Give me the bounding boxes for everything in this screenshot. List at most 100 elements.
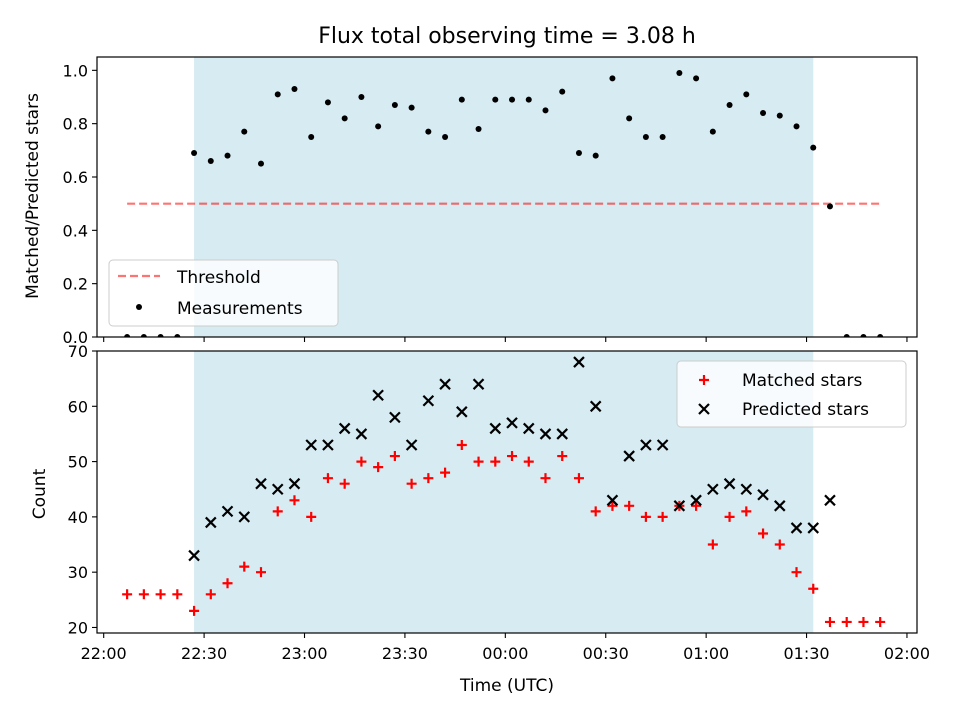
- matched-star-point: [272, 506, 283, 517]
- predicted-star-point: [673, 500, 686, 512]
- matched-star-point: [155, 589, 166, 600]
- predicted-star-point: [606, 494, 619, 507]
- matched-star-point: [172, 589, 183, 600]
- predicted-star-point: [338, 422, 351, 435]
- x-tick-label: 01:30: [783, 644, 829, 663]
- x-tick-label: 22:30: [181, 644, 227, 663]
- measurement-point: [391, 102, 398, 108]
- predicted-star-point: [690, 494, 702, 507]
- measurement-point: [642, 134, 649, 140]
- measurement-point: [291, 86, 298, 92]
- legend-predicted-swatch: [698, 403, 710, 415]
- predicted-star-point: [539, 428, 552, 440]
- measurement-point: [843, 334, 850, 337]
- matched-star-point: [841, 616, 852, 627]
- matched-star-point: [456, 440, 467, 450]
- measurement-point: [693, 75, 700, 82]
- measurement-point: [659, 134, 666, 140]
- predicted-star-point: [422, 394, 435, 407]
- matched-star-point: [640, 511, 651, 522]
- y-tick-label: 30: [68, 563, 88, 582]
- matched-star-point: [306, 511, 317, 522]
- legend-predicted-label: Predicted stars: [742, 400, 869, 420]
- matched-star-point: [557, 451, 568, 462]
- legend-measurement-swatch: [136, 304, 142, 310]
- bottom-y-axis-label: Count: [30, 468, 50, 519]
- predicted-star-point: [640, 439, 652, 451]
- y-tick-label: 40: [68, 508, 88, 527]
- measurement-point: [241, 128, 248, 135]
- bottom-panel: 20 30 40 50 60 70 22:00 22:30 23:00 23:30 00:00 00:…: [68, 342, 930, 663]
- matched-star-point: [122, 589, 133, 600]
- matched-star-point: [423, 473, 434, 484]
- predicted-star-point: [790, 522, 803, 534]
- predicted-star-point: [506, 417, 518, 429]
- legend-bottom: Matched stars Predicted stars: [676, 360, 907, 428]
- predicted-star-point: [188, 549, 200, 562]
- x-axis-label: Time (UTC): [459, 676, 554, 696]
- legend-matched-label: Matched stars: [742, 371, 862, 391]
- matched-star-point: [356, 456, 367, 467]
- predicted-star-point: [757, 488, 769, 501]
- predicted-star-point: [707, 483, 719, 496]
- matched-star-point: [808, 583, 819, 594]
- matched-star-point: [824, 616, 835, 627]
- matched-star-point: [573, 473, 584, 484]
- predicted-star-point: [271, 483, 284, 496]
- matched-star-point: [239, 561, 250, 572]
- legend-frame: [676, 360, 907, 428]
- measurement-point: [743, 91, 750, 98]
- measurement-point: [592, 152, 599, 159]
- measurement-point: [709, 128, 716, 135]
- predicted-star-point: [573, 356, 585, 368]
- measurement-point: [475, 126, 482, 132]
- measurement-point: [810, 144, 817, 151]
- measurement-point: [492, 96, 499, 103]
- measurement-point: [258, 160, 264, 167]
- matched-star-point: [691, 500, 702, 511]
- y-tick-label: 0.4: [63, 221, 88, 240]
- measurement-point: [174, 334, 181, 337]
- matched-star-point: [875, 616, 886, 627]
- matched-star-point: [624, 500, 635, 511]
- measurement-point: [458, 96, 465, 103]
- predicted-star-point: [456, 406, 468, 418]
- y-tick-label: 0.6: [63, 168, 88, 187]
- y-tick-label: 0.0: [63, 328, 88, 347]
- matched-star-point: [138, 589, 149, 600]
- predicted-star-point: [288, 477, 301, 490]
- matched-star-point: [507, 451, 518, 462]
- measurement-point: [442, 134, 449, 140]
- matched-star-point: [406, 478, 417, 489]
- measurement-point: [793, 123, 800, 130]
- matched-star-point: [758, 528, 769, 539]
- predicted-star-point: [355, 428, 368, 440]
- y-tick-label: 1.0: [63, 61, 88, 80]
- predicted-star-point: [405, 439, 418, 451]
- measurement-point: [726, 102, 733, 108]
- top-panel: 0.0 0.2 0.4 0.6 0.8 1.0 Threshold Measurements: [63, 56, 918, 347]
- matched-star-point: [339, 478, 350, 489]
- predicted-star-point: [740, 483, 753, 496]
- predicted-star-point: [824, 494, 836, 507]
- predicted-star-point: [807, 522, 820, 534]
- y-tick-label: 60: [68, 397, 88, 416]
- y-tick-label: 50: [68, 453, 88, 472]
- legend-matched-swatch: [699, 375, 709, 385]
- legend-frame: [108, 259, 339, 327]
- predicted-star-point: [723, 477, 736, 490]
- measurement-point: [324, 99, 331, 106]
- measurement-point: [542, 107, 549, 114]
- predicted-star-point: [221, 505, 234, 518]
- measurement-point: [341, 115, 348, 122]
- measurement-point: [559, 88, 566, 95]
- matched-star-point: [590, 506, 601, 517]
- x-tick-label: 02:00: [884, 644, 930, 663]
- matched-star-point: [222, 578, 233, 589]
- measurement-point: [308, 134, 315, 140]
- predicted-star-point: [589, 400, 602, 413]
- predicted-star-point: [255, 477, 267, 490]
- measurement-point: [358, 94, 365, 100]
- x-tick-label: 23:00: [281, 644, 327, 663]
